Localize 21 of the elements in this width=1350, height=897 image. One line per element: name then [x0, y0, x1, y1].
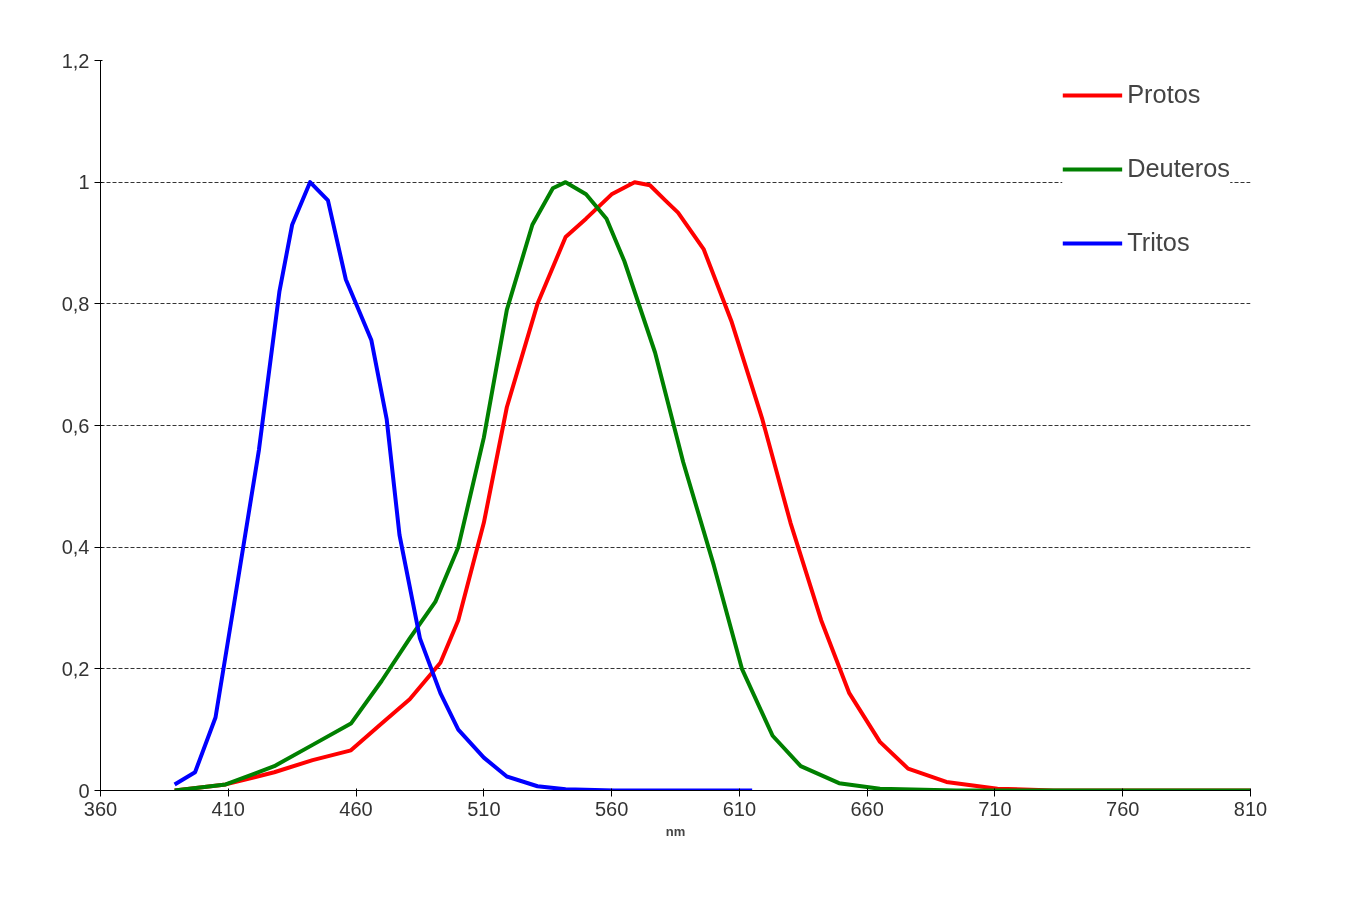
y-tick-label: 0,2: [61, 657, 90, 680]
legend-label: Deuteros: [1127, 154, 1230, 183]
x-tick-label: 710: [978, 797, 1012, 820]
x-tick-label: 660: [850, 797, 884, 820]
y-tick-label: 0,4: [61, 536, 90, 559]
x-tick-label: 610: [722, 797, 757, 820]
x-tick-label: 760: [1106, 797, 1140, 820]
x-tick-label: 510: [467, 797, 501, 820]
x-tick-label: 460: [339, 797, 373, 820]
x-tick-label: 810: [1233, 797, 1268, 820]
y-tick-label: 0,8: [61, 292, 90, 315]
legend-label: Protos: [1127, 80, 1201, 109]
y-tick-label: 1,2: [61, 49, 90, 72]
legend-label: Tritos: [1127, 228, 1190, 257]
x-tick-label: 560: [594, 797, 629, 820]
line-series: [172, 180, 755, 791]
x-tick-label: 410: [211, 797, 245, 820]
x-axis-title: nm: [665, 823, 686, 839]
line-series: [172, 180, 1251, 791]
y-tick-label: 0,6: [61, 414, 90, 437]
y-tick-label: 1: [78, 171, 90, 194]
